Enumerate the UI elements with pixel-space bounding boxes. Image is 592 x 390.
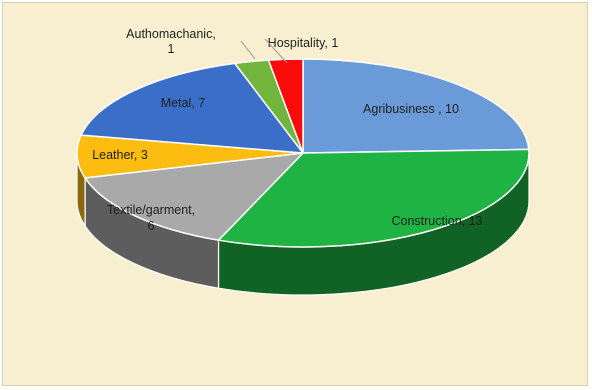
leader-line-authomachanic <box>240 40 256 60</box>
pie-slice-agribusiness <box>302 58 530 154</box>
leader-lines <box>240 38 288 64</box>
slice-label-metal: Metal, 7 <box>161 96 206 110</box>
pie-slice-leather <box>76 134 304 179</box>
pie-slice-textile-garment <box>84 152 304 241</box>
slice-label-textile-garment: Textile/garment, 6 <box>107 203 195 233</box>
slice-label-agribusiness: Agribusiness , 10 <box>363 102 459 116</box>
pie-slice-metal <box>80 62 304 154</box>
leader-line-hospitality <box>264 38 288 64</box>
slice-label-leather: Leather, 3 <box>92 148 148 162</box>
pie-slice-construction <box>217 148 530 248</box>
chart-area: Agribusiness , 10 Construction, 13 Textile… <box>2 2 588 386</box>
slice-label-hospitality: Hospitality, 1 <box>268 36 339 50</box>
slice-labels: Agribusiness , 10 Construction, 13 Textile… <box>92 27 482 233</box>
pie-slice-hospitality <box>267 58 304 154</box>
pie-slices <box>76 58 530 248</box>
pie-chart: Agribusiness , 10 Construction, 13 Textile… <box>76 27 530 296</box>
slice-label-authomachanic: Authomachanic, 1 <box>126 27 216 56</box>
slice-label-construction: Construction, 13 <box>391 214 482 228</box>
